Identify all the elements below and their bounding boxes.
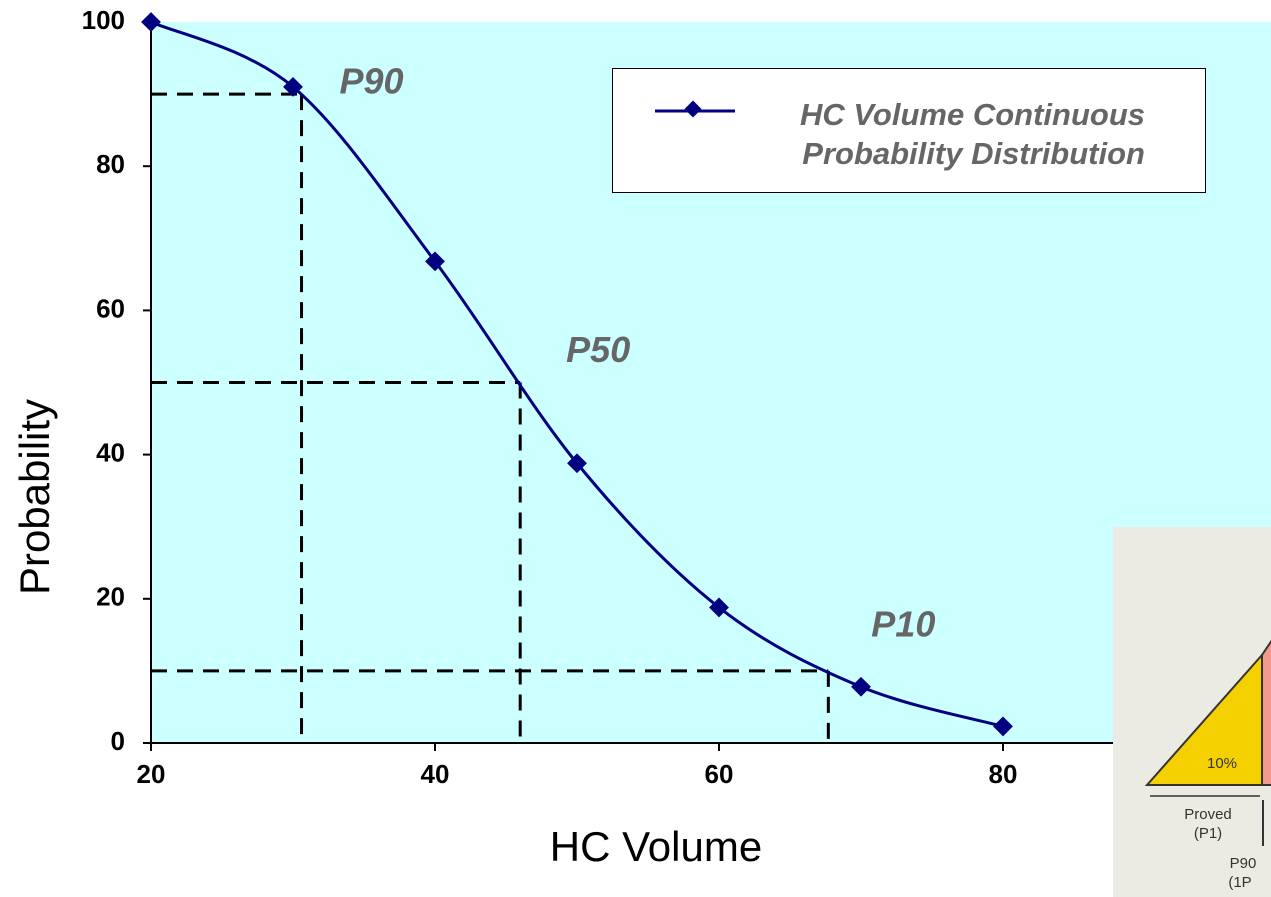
- inset-label: (1P: [1228, 874, 1251, 891]
- legend-diamond: [685, 101, 702, 118]
- inset-pink: [1262, 640, 1271, 785]
- y-tick-label: 40: [96, 437, 125, 467]
- reference-label: P50: [566, 329, 630, 370]
- y-tick-label: 0: [111, 726, 125, 756]
- y-tick-label: 100: [82, 5, 125, 35]
- legend-label: HC Volume Continuous Probability Distrib…: [725, 95, 1145, 173]
- x-axis-title: HC Volume: [550, 823, 762, 870]
- page: 0 20 40 60 80 100 20 40 60 80 HC Volume Probability…: [0, 0, 1271, 897]
- y-axis-title: Probability: [11, 399, 58, 595]
- inset-image: 10% Proved (P1) P90 (1P: [1113, 527, 1271, 897]
- inset-label: Proved: [1184, 806, 1232, 823]
- inset-label: P90: [1230, 855, 1257, 872]
- y-tick-label: 60: [96, 293, 125, 323]
- x-tick-label: 20: [137, 759, 166, 789]
- reference-label: P90: [339, 61, 403, 102]
- y-tick-label: 80: [96, 149, 125, 179]
- y-tick-label: 20: [96, 582, 125, 612]
- x-tick-label: 80: [989, 759, 1018, 789]
- inset-label: (P1): [1194, 825, 1222, 842]
- x-tick-label: 40: [421, 759, 450, 789]
- inset-label: 10%: [1207, 755, 1237, 772]
- reference-label: P10: [871, 603, 935, 644]
- legend: HC Volume Continuous Probability Distrib…: [612, 68, 1206, 193]
- x-tick-label: 60: [705, 759, 734, 789]
